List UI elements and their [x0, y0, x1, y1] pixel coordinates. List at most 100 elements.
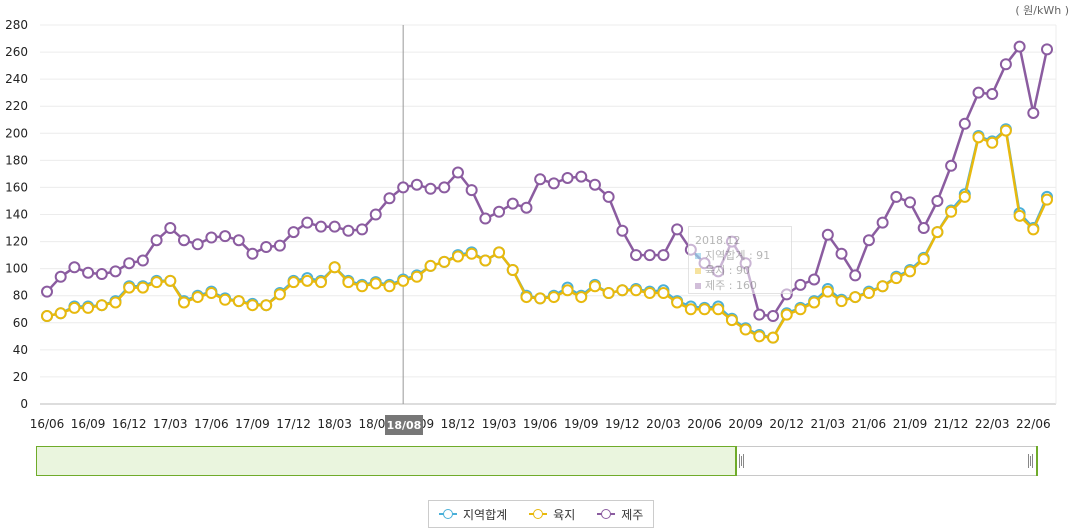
data-point [712, 303, 725, 316]
tooltip-swatch [695, 282, 701, 289]
data-point [835, 247, 848, 260]
y-tick-label: 80 [13, 289, 28, 303]
x-tick-label: 18/03 [317, 417, 352, 431]
data-point [273, 239, 286, 252]
data-point [82, 301, 95, 314]
data-point [849, 291, 862, 304]
y-tick-label: 60 [13, 316, 28, 330]
data-point [342, 224, 355, 237]
data-point [794, 303, 807, 316]
series-line [46, 129, 1049, 339]
data-point [999, 58, 1012, 71]
x-tick-label: 17/12 [276, 417, 311, 431]
data-point [657, 249, 670, 262]
data-point [383, 280, 396, 293]
x-tick-label: 21/03 [811, 417, 846, 431]
x-tick-label: 17/06 [194, 417, 229, 431]
data-point [821, 285, 834, 298]
x-tick-label: 22/06 [1016, 417, 1051, 431]
series-2 [41, 40, 1053, 323]
x-tick-label: 16/12 [112, 417, 147, 431]
series-1 [41, 124, 1053, 344]
unit-label: ( 원/kWh ) [1015, 4, 1069, 17]
data-point [958, 117, 971, 130]
legend-label: 육지 [553, 507, 576, 522]
x-tick-label: 20/06 [687, 417, 722, 431]
data-point [342, 276, 355, 289]
data-point [917, 253, 930, 266]
data-point [109, 265, 122, 278]
data-point [945, 159, 958, 172]
data-point [150, 234, 163, 247]
data-point [945, 205, 958, 218]
data-point [438, 181, 451, 194]
data-point [630, 284, 643, 297]
y-tick-label: 200 [5, 126, 28, 140]
data-point [465, 184, 478, 197]
data-point [616, 284, 629, 297]
data-point [643, 287, 656, 300]
navigator-right-handle[interactable] [1028, 454, 1033, 468]
data-point [246, 299, 259, 312]
data-point [520, 291, 533, 304]
data-point [68, 261, 81, 274]
data-point [410, 270, 423, 283]
data-point [698, 303, 711, 316]
data-point [54, 270, 67, 283]
data-point [684, 303, 697, 316]
data-point [630, 249, 643, 262]
legend: 지역합계 육지 제주 [428, 500, 655, 528]
data-point [616, 224, 629, 237]
x-tick-label: 16/09 [71, 417, 106, 431]
data-point [356, 280, 369, 293]
legend-item-jeju[interactable]: 제주 [597, 506, 643, 523]
data-point [205, 287, 218, 300]
data-point [383, 192, 396, 205]
data-point [1027, 223, 1040, 236]
x-axis-ticks: 16/06 16/09 16/12 17/03 17/06 17/09 17/12 18/03… [30, 417, 1051, 431]
navigator-selection[interactable] [36, 446, 736, 476]
data-point [958, 190, 971, 203]
data-point [506, 197, 519, 210]
legend-item-mainland[interactable]: 육지 [529, 506, 575, 523]
legend-item-total[interactable]: 지역합계 [439, 506, 507, 523]
data-point [506, 263, 519, 276]
x-tick-label: 16/06 [30, 417, 65, 431]
series-0 [41, 123, 1053, 344]
data-point [643, 249, 656, 262]
data-point [424, 182, 437, 195]
tooltip-row: 육지 : 90 [695, 263, 785, 278]
data-point [164, 222, 177, 235]
y-axis-ticks: 0 20 40 60 80 100 120 140 160 180 200 220 240 260 280 [5, 18, 28, 411]
data-point [1013, 40, 1026, 53]
x-tick-label: 17/03 [153, 417, 188, 431]
legend-label: 제주 [621, 507, 644, 522]
data-point [287, 276, 300, 289]
tooltip-row: 제주 : 160 [695, 278, 785, 293]
data-point [123, 257, 136, 270]
data-point [465, 247, 478, 260]
data-point [588, 280, 601, 293]
data-point [123, 281, 136, 294]
data-point [547, 177, 560, 190]
data-point [328, 220, 341, 233]
data-point [575, 291, 588, 304]
data-point [986, 136, 999, 149]
crosshair-x-badge: 18/08 [385, 415, 423, 435]
data-point [301, 216, 314, 229]
y-tick-label: 20 [13, 370, 28, 384]
data-point [739, 323, 752, 336]
data-point [191, 291, 204, 304]
data-point [534, 292, 547, 305]
y-tick-label: 160 [5, 180, 28, 194]
data-point [219, 293, 232, 306]
data-point [1027, 106, 1040, 119]
y-tick-label: 120 [5, 235, 28, 249]
y-tick-label: 40 [13, 343, 28, 357]
navigator-left-handle[interactable] [739, 454, 744, 468]
series-group [41, 40, 1053, 344]
data-point [767, 331, 780, 344]
data-point [931, 226, 944, 239]
data-point [451, 250, 464, 263]
tooltip-swatch [695, 267, 701, 274]
